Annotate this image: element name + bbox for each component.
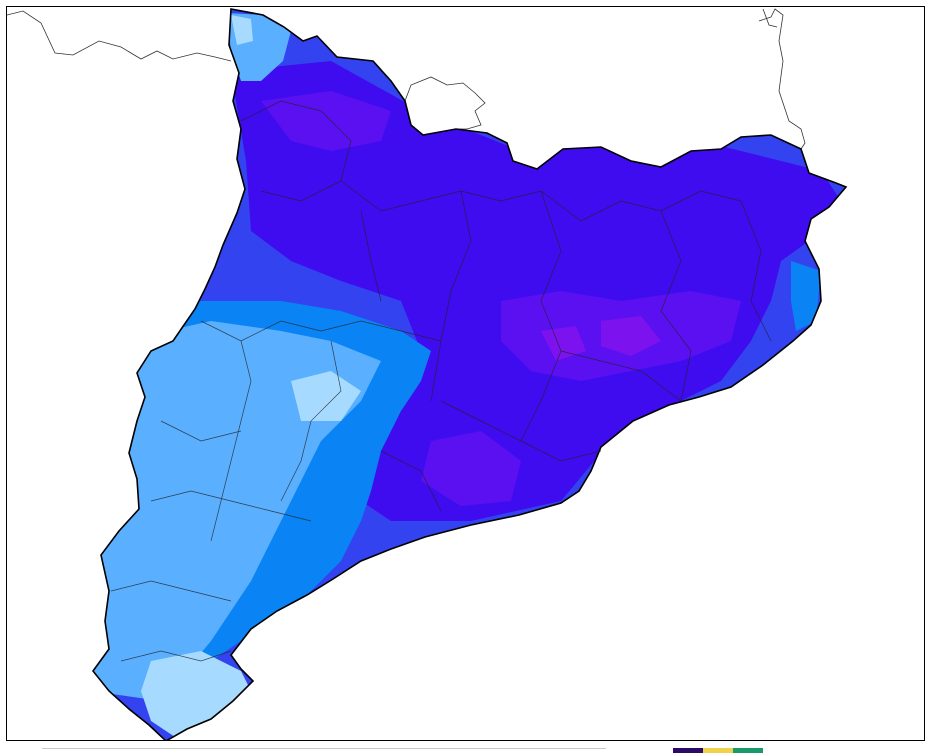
- band-lightest-fill-2: [291, 371, 361, 421]
- comarca-boundaries: [110, 100, 772, 662]
- band-lightest-fill-3: [231, 15, 253, 45]
- band-medium-fill-east: [791, 261, 821, 331]
- band-violet-fill-3: [421, 431, 521, 506]
- east-border-line: [758, 8, 806, 150]
- band-violet-fill: [261, 91, 391, 151]
- bottom-rule: [42, 748, 606, 749]
- legend-swatch-2: [703, 748, 733, 753]
- catalonia-map: [7, 8, 848, 740]
- legend-swatch-3: [733, 748, 763, 753]
- pyrenees-border-line: [7, 10, 232, 62]
- neighbouring-borders: [7, 8, 806, 150]
- east-border-line-2: [762, 8, 778, 28]
- legend-strip: [673, 748, 763, 753]
- legend-swatch-1: [673, 748, 703, 753]
- map-frame: [6, 6, 925, 741]
- catalonia-outline: [91, 8, 848, 740]
- andorra-border-line: [404, 76, 486, 130]
- band-purple-fill: [601, 316, 661, 356]
- band-purple-fill-2: [541, 326, 586, 361]
- band-deep-fill: [231, 61, 841, 521]
